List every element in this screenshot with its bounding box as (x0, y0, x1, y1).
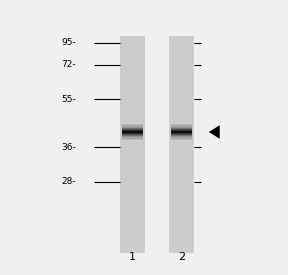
Bar (171, 124, 192, 125)
Bar (171, 138, 192, 139)
Bar (171, 129, 192, 130)
Bar (171, 125, 192, 126)
Bar (122, 125, 143, 126)
Text: 1: 1 (129, 252, 136, 262)
Bar (171, 128, 192, 129)
Bar (122, 134, 143, 135)
Bar (122, 124, 143, 125)
Bar (122, 128, 143, 129)
Bar (122, 138, 143, 139)
Bar (171, 124, 192, 125)
Bar (171, 139, 192, 140)
Bar (171, 132, 192, 133)
Bar (122, 127, 143, 128)
Bar (171, 136, 192, 137)
Bar (122, 132, 143, 133)
Bar (171, 125, 192, 126)
Bar (122, 133, 143, 134)
Bar (122, 137, 143, 138)
Bar (122, 139, 143, 140)
Bar (120, 36, 145, 253)
Bar (122, 126, 143, 127)
Text: 36-: 36- (62, 143, 76, 152)
Bar (171, 135, 192, 136)
Bar (171, 131, 192, 132)
Text: 95-: 95- (62, 38, 76, 47)
Text: 28-: 28- (62, 177, 76, 186)
Bar (171, 137, 192, 138)
Text: 72-: 72- (62, 60, 76, 69)
Bar (171, 130, 192, 131)
Bar (171, 133, 192, 134)
Bar (171, 134, 192, 135)
Bar (169, 36, 194, 253)
Bar (171, 126, 192, 127)
Bar (122, 124, 143, 125)
Bar (122, 138, 143, 139)
Text: 2: 2 (178, 252, 185, 262)
Bar (122, 131, 143, 132)
Bar (122, 129, 143, 130)
Bar (122, 130, 143, 131)
Bar (171, 126, 192, 127)
Bar (122, 136, 143, 137)
Bar (171, 137, 192, 138)
Bar (122, 125, 143, 126)
Bar (171, 139, 192, 140)
Bar (171, 127, 192, 128)
Bar (122, 135, 143, 136)
Bar (122, 137, 143, 138)
Polygon shape (209, 125, 220, 139)
Text: 55-: 55- (62, 95, 76, 103)
Bar (122, 126, 143, 127)
Bar (171, 138, 192, 139)
Bar (122, 139, 143, 140)
